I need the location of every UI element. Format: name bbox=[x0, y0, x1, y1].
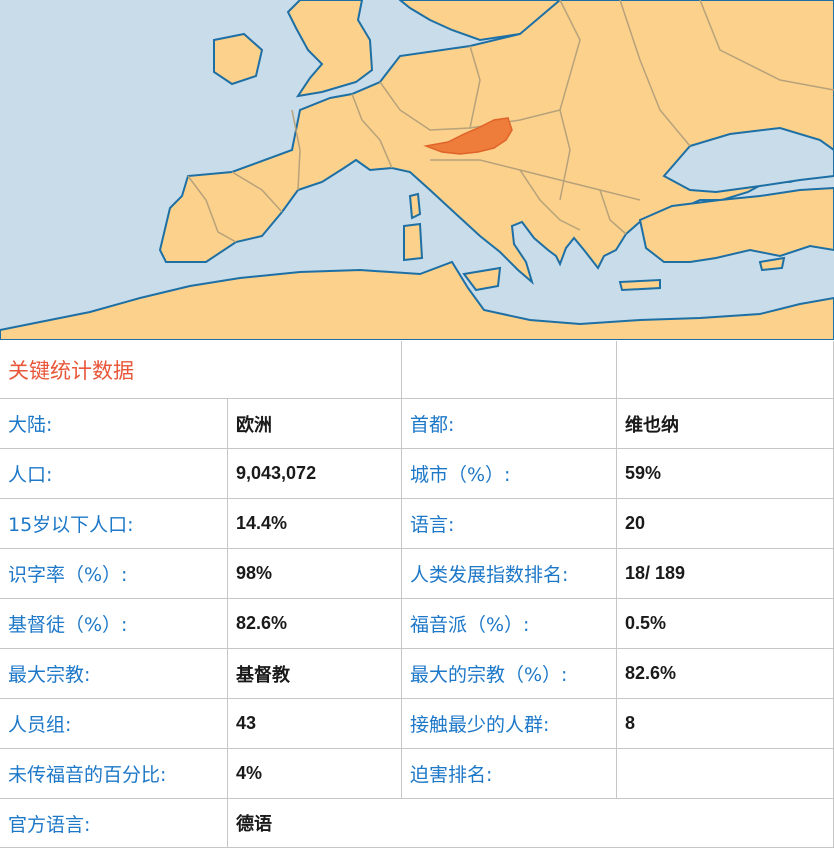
stat-value-left: 14.4% bbox=[228, 499, 402, 549]
stat-label-left-text: 未传福音的百分比: bbox=[8, 764, 167, 786]
stat-value-right: 82.6% bbox=[617, 649, 834, 699]
ireland-land bbox=[213, 32, 264, 86]
title-empty-cell-1 bbox=[402, 341, 617, 399]
stat-label-right-text: 福音派（%）: bbox=[410, 614, 530, 636]
stat-label-right-text: 最大的宗教（%）: bbox=[410, 664, 568, 686]
stat-value-left-text: 4% bbox=[236, 763, 263, 783]
stat-label-right: 迫害排名: bbox=[402, 749, 617, 799]
stat-label-right-text: 首都: bbox=[410, 414, 455, 436]
stat-label-right-text: 城市（%）: bbox=[410, 464, 511, 486]
stat-value-left: 欧洲 bbox=[228, 399, 402, 449]
stat-value-left: 98% bbox=[228, 549, 402, 599]
stat-value-right-text: 0.5% bbox=[625, 613, 667, 633]
stat-label-left: 最大宗教: bbox=[0, 649, 228, 699]
stat-value-right: 维也纳 bbox=[617, 399, 834, 449]
europe-map bbox=[0, 0, 834, 340]
official-language-value: 德语 bbox=[228, 799, 834, 848]
stat-label-right: 城市（%）: bbox=[402, 449, 617, 499]
stats-title-text: 关键统计数据 bbox=[8, 358, 134, 383]
stat-value-right bbox=[617, 749, 834, 799]
stat-value-left-text: 82.6% bbox=[236, 613, 288, 633]
country-borders bbox=[187, 0, 834, 243]
official-language-value-text: 德语 bbox=[236, 814, 272, 834]
stat-label-left: 人口: bbox=[0, 449, 228, 499]
stat-value-left: 9,043,072 bbox=[228, 449, 402, 499]
stat-label-left-text: 基督徒（%）: bbox=[8, 614, 128, 636]
stat-label-left: 人员组: bbox=[0, 699, 228, 749]
stat-value-right: 20 bbox=[617, 499, 834, 549]
stats-title: 关键统计数据 bbox=[0, 341, 402, 399]
stat-value-left-text: 98% bbox=[236, 563, 273, 583]
title-empty-cell-2 bbox=[617, 341, 834, 399]
stat-value-left: 82.6% bbox=[228, 599, 402, 649]
stat-value-left-text: 基督教 bbox=[236, 664, 290, 685]
stat-label-left-text: 识字率（%）: bbox=[8, 564, 128, 586]
stat-label-left-text: 大陆: bbox=[8, 414, 53, 436]
stat-value-left: 4% bbox=[228, 749, 402, 799]
stat-label-left-text: 最大宗教: bbox=[8, 664, 91, 686]
stat-label-right: 福音派（%）: bbox=[402, 599, 617, 649]
corsica-island bbox=[408, 192, 422, 220]
stat-label-left: 未传福音的百分比: bbox=[0, 749, 228, 799]
stat-label-left: 识字率（%）: bbox=[0, 549, 228, 599]
stat-label-right: 最大的宗教（%）: bbox=[402, 649, 617, 699]
stat-value-right: 18/ 189 bbox=[617, 549, 834, 599]
key-stats-table: 关键统计数据 大陆: 欧洲 首都: 维也纳人口: 9,043,072 城市（%）: 59% 15… bbox=[0, 341, 834, 848]
stat-value-left-text: 43 bbox=[236, 713, 257, 733]
stat-value-right: 59% bbox=[617, 449, 834, 499]
stat-value-left-text: 14.4% bbox=[236, 513, 288, 533]
north-africa-land bbox=[0, 260, 834, 340]
stat-label-left-text: 人口: bbox=[8, 464, 53, 486]
stat-label-right-text: 人类发展指数排名: bbox=[410, 564, 569, 586]
stat-value-right: 0.5% bbox=[617, 599, 834, 649]
stat-value-left: 基督教 bbox=[228, 649, 402, 699]
stat-value-right-text: 8 bbox=[625, 713, 636, 733]
stat-label-right: 首都: bbox=[402, 399, 617, 449]
stat-value-left: 43 bbox=[228, 699, 402, 749]
stat-value-right-text: 维也纳 bbox=[625, 414, 679, 435]
stat-label-right-text: 迫害排名: bbox=[410, 764, 493, 786]
stat-value-left-text: 9,043,072 bbox=[236, 463, 317, 483]
turkey-land bbox=[638, 186, 834, 263]
stat-value-right-text: 20 bbox=[625, 513, 646, 533]
stat-label-right: 语言: bbox=[402, 499, 617, 549]
crete-island bbox=[618, 278, 661, 292]
stat-label-right: 人类发展指数排名: bbox=[402, 549, 617, 599]
stat-label-left: 基督徒（%）: bbox=[0, 599, 228, 649]
sardinia-island bbox=[403, 222, 424, 262]
stat-label-left-text: 15岁以下人口: bbox=[8, 514, 134, 536]
official-language-label-text: 官方语言: bbox=[8, 813, 91, 836]
stat-value-left-text: 欧洲 bbox=[236, 414, 272, 435]
stat-label-left: 15岁以下人口: bbox=[0, 499, 228, 549]
stat-value-right-text: 59% bbox=[625, 463, 662, 483]
cyprus-island bbox=[758, 256, 786, 272]
stat-value-right-text: 18/ 189 bbox=[625, 563, 686, 583]
austria-highlight bbox=[423, 117, 513, 155]
britain-land bbox=[286, 0, 374, 98]
stat-label-right-text: 语言: bbox=[410, 514, 455, 536]
stat-label-left: 大陆: bbox=[0, 399, 228, 449]
sicily-island bbox=[462, 266, 502, 292]
black-sea bbox=[662, 126, 834, 194]
stat-label-left-text: 人员组: bbox=[8, 714, 72, 736]
stat-value-right-text: 82.6% bbox=[625, 663, 677, 683]
stat-label-right-text: 接触最少的人群: bbox=[410, 714, 550, 736]
official-language-label: 官方语言: bbox=[0, 799, 228, 848]
stat-value-right: 8 bbox=[617, 699, 834, 749]
stat-label-right: 接触最少的人群: bbox=[402, 699, 617, 749]
